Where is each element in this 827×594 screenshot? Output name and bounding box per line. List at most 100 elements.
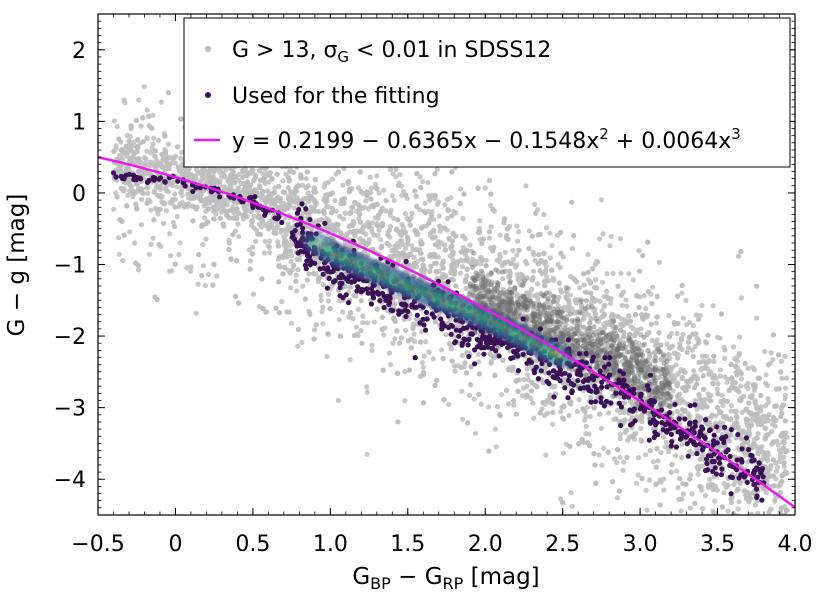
scatter-point — [628, 398, 634, 404]
scatter-point — [240, 174, 246, 180]
scatter-point — [782, 392, 789, 398]
scatter-point — [135, 267, 142, 273]
scatter-point — [678, 508, 684, 514]
scatter-point — [628, 324, 634, 330]
scatter-point — [421, 400, 427, 406]
scatter-point — [533, 210, 539, 216]
scatter-point — [306, 271, 312, 277]
scatter-point — [175, 164, 181, 170]
scatter-point — [142, 162, 148, 168]
scatter-point — [164, 155, 170, 161]
scatter-point — [371, 319, 377, 325]
scatter-point — [706, 358, 713, 364]
scatter-point — [601, 445, 607, 451]
scatter-point — [249, 251, 255, 257]
scatter-point — [771, 439, 777, 445]
scatter-point — [421, 353, 427, 359]
scatter-point — [305, 183, 311, 189]
scatter-point — [564, 289, 570, 295]
scatter-point — [493, 444, 499, 450]
scatter-point — [513, 411, 519, 417]
scatter-point — [406, 217, 412, 223]
scatter-point — [435, 199, 441, 205]
scatter-point — [613, 416, 619, 422]
scatter-point — [114, 124, 120, 130]
scatter-point — [380, 367, 386, 373]
scatter-point — [486, 448, 492, 454]
scatter-point — [287, 270, 293, 276]
scatter-point — [664, 341, 670, 347]
scatter-point — [778, 480, 784, 486]
scatter-point — [639, 571, 644, 576]
scatter-point — [746, 545, 751, 550]
scatter-point — [111, 148, 117, 154]
scatter-point — [459, 352, 465, 359]
scatter-point — [349, 204, 355, 210]
scatter-point — [567, 292, 574, 298]
scatter-point — [332, 198, 338, 204]
scatter-point — [690, 323, 697, 329]
scatter-point — [587, 443, 593, 449]
scatter-point — [632, 332, 638, 338]
scatter-point — [420, 179, 426, 185]
scatter-point — [585, 277, 591, 283]
scatter-point — [146, 113, 152, 119]
scatter-point — [320, 304, 326, 310]
scatter-point — [475, 351, 481, 358]
scatter-point — [544, 225, 550, 231]
scatter-point — [735, 513, 741, 515]
scatter-point — [247, 258, 253, 264]
scatter-point — [764, 383, 771, 389]
scatter-point — [144, 200, 150, 206]
scatter-point — [636, 304, 642, 311]
scatter-point — [262, 238, 268, 244]
scatter-point — [353, 293, 359, 299]
scatter-point — [111, 206, 117, 212]
scatter-point — [347, 357, 353, 363]
scatter-point — [693, 312, 699, 318]
scatter-point — [213, 180, 219, 186]
scatter-point — [532, 258, 538, 264]
scatter-point — [558, 250, 564, 256]
scatter-point — [782, 353, 788, 359]
scatter-point — [524, 261, 530, 267]
scatter-point — [308, 204, 314, 210]
scatter-point — [355, 306, 361, 312]
scatter-point — [674, 372, 681, 378]
scatter-point — [666, 334, 673, 340]
scatter-point — [460, 215, 466, 222]
scatter-point — [413, 228, 419, 235]
scatter-point — [288, 248, 294, 254]
scatter-point — [477, 218, 483, 224]
scatter-point — [685, 345, 692, 351]
scatter-point — [210, 282, 216, 288]
scatter-point — [755, 431, 761, 437]
scatter-point — [512, 289, 519, 295]
scatter-point — [170, 197, 176, 203]
scatter-point — [776, 459, 782, 465]
scatter-point — [639, 475, 645, 481]
scatter-point — [430, 356, 436, 362]
scatter-point — [557, 264, 563, 271]
scatter-point — [657, 477, 663, 483]
scatter-point — [467, 242, 473, 248]
scatter-point — [679, 442, 685, 448]
scatter-point — [157, 187, 163, 193]
scatter-point — [700, 373, 706, 379]
scatter-point — [502, 259, 508, 266]
scatter-point — [529, 286, 535, 293]
scatter-point — [476, 359, 482, 365]
scatter-point — [411, 254, 417, 260]
scatter-point — [167, 231, 173, 237]
scatter-point — [752, 384, 758, 390]
scatter-point — [745, 422, 751, 428]
scatter-point — [770, 332, 777, 338]
scatter-point — [725, 508, 731, 514]
scatter-point — [340, 309, 346, 315]
scatter-point — [351, 332, 358, 339]
scatter-point — [433, 260, 439, 266]
scatter-point — [212, 167, 218, 173]
scatter-point — [738, 370, 744, 377]
scatter-point — [618, 292, 625, 298]
scatter-point — [549, 242, 555, 248]
